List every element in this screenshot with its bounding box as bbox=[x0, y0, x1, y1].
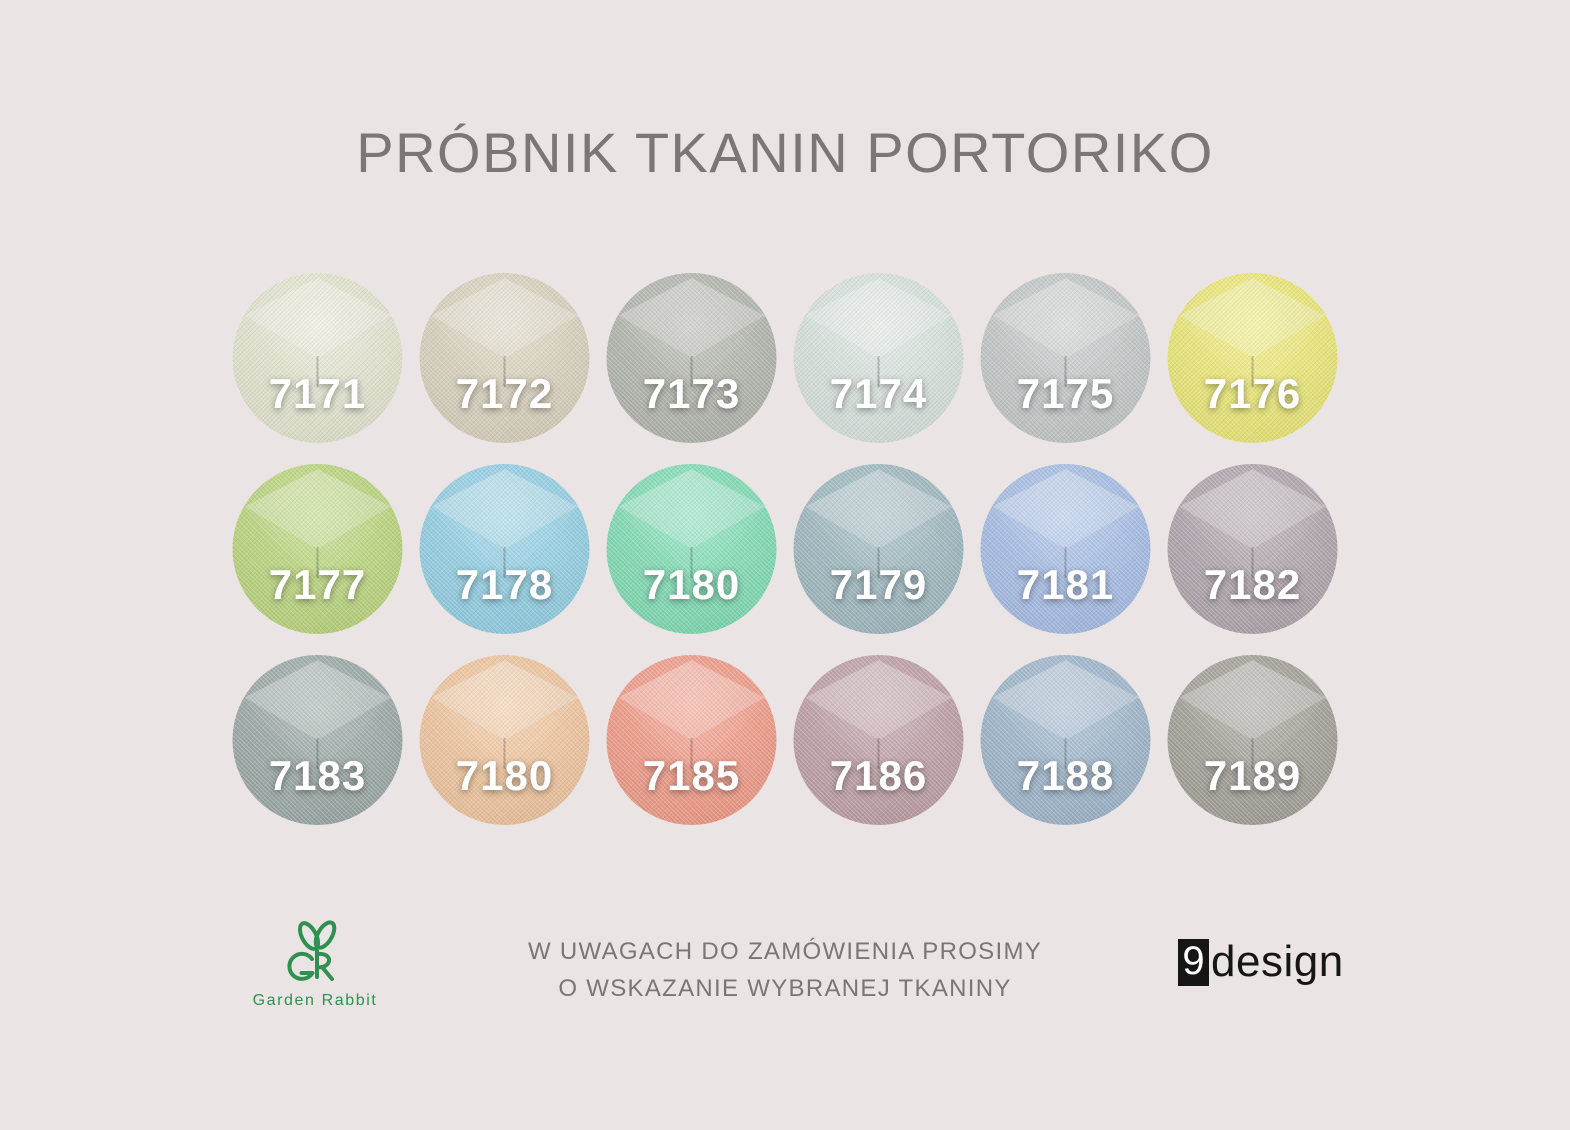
fabric-code: 7177 bbox=[268, 560, 367, 608]
fabric-weave-texture bbox=[1167, 464, 1338, 634]
fabric-code: 7173 bbox=[642, 369, 741, 417]
fabric-weave-texture bbox=[606, 273, 777, 443]
9design-wordmark: design bbox=[1211, 937, 1344, 986]
fabric-code: 7172 bbox=[455, 369, 554, 417]
fabric-swatch-7180: 7180 bbox=[419, 655, 590, 825]
fabric-weave-texture bbox=[232, 464, 403, 634]
fabric-swatch-7177: 7177 bbox=[232, 464, 403, 634]
fabric-code: 7175 bbox=[1016, 369, 1115, 417]
fabric-corner-seam bbox=[1064, 738, 1067, 769]
fabric-corner-seam bbox=[877, 356, 880, 387]
fabric-code: 7181 bbox=[1016, 560, 1115, 608]
fabric-code: 7182 bbox=[1203, 560, 1302, 608]
garden-rabbit-label: Garden Rabbit bbox=[252, 992, 378, 1009]
fabric-weave-texture bbox=[419, 655, 590, 825]
fabric-code: 7176 bbox=[1203, 369, 1302, 417]
order-note-line2: O WSKAZANIE WYBRANEJ TKANINY bbox=[558, 975, 1012, 1002]
fabric-swatch-7188: 7188 bbox=[980, 655, 1151, 825]
fabric-swatch-7172: 7172 bbox=[419, 273, 590, 443]
9design-logo: 9 design bbox=[1178, 937, 1344, 987]
fabric-corner-seam bbox=[1251, 738, 1254, 769]
fabric-swatch-7176: 7176 bbox=[1167, 273, 1338, 443]
fabric-weave-texture bbox=[232, 273, 403, 443]
fabric-corner-seam bbox=[503, 738, 506, 769]
fabric-corner-seam bbox=[1251, 547, 1254, 578]
fabric-corner-seam bbox=[316, 356, 319, 387]
fabric-code: 7185 bbox=[642, 751, 741, 799]
fabric-weave-texture bbox=[980, 273, 1151, 443]
garden-rabbit-logo: Garden Rabbit bbox=[231, 920, 399, 1010]
fabric-corner-seam bbox=[316, 547, 319, 578]
fabric-code: 7188 bbox=[1016, 751, 1115, 799]
fabric-swatch-7179: 7179 bbox=[793, 464, 964, 634]
fabric-corner-seam bbox=[690, 356, 693, 387]
fabric-weave-texture bbox=[980, 655, 1151, 825]
swatch-grid: 7171 7172 7173 7174 bbox=[232, 273, 1338, 825]
fabric-swatch-7182: 7182 bbox=[1167, 464, 1338, 634]
fabric-swatch-7178: 7178 bbox=[419, 464, 590, 634]
fabric-weave-texture bbox=[793, 273, 964, 443]
fabric-swatch-7189: 7189 bbox=[1167, 655, 1338, 825]
fabric-code: 7183 bbox=[268, 751, 367, 799]
page-title: PRÓBNIK TKANIN PORTORIKO bbox=[356, 121, 1214, 184]
order-note-line1: W UWAGACH DO ZAMÓWIENIA PROSIMY bbox=[527, 938, 1043, 965]
fabric-corner-seam bbox=[1064, 547, 1067, 578]
fabric-corner-seam bbox=[503, 356, 506, 387]
fabric-swatch-7183: 7183 bbox=[232, 655, 403, 825]
fabric-corner-seam bbox=[503, 547, 506, 578]
fabric-corner-seam bbox=[316, 738, 319, 769]
fabric-swatch-7181: 7181 bbox=[980, 464, 1151, 634]
fabric-swatch-7185: 7185 bbox=[606, 655, 777, 825]
garden-rabbit-monogram-icon bbox=[287, 920, 337, 981]
fabric-weave-texture bbox=[606, 655, 777, 825]
fabric-code: 7180 bbox=[642, 560, 741, 608]
fabric-corner-seam bbox=[877, 547, 880, 578]
order-note: W UWAGACH DO ZAMÓWIENIA PROSIMY O WSKAZA… bbox=[0, 933, 1570, 1007]
fabric-code: 7189 bbox=[1203, 751, 1302, 799]
fabric-code: 7178 bbox=[455, 560, 554, 608]
fabric-code: 7179 bbox=[829, 560, 928, 608]
fabric-swatch-7173: 7173 bbox=[606, 273, 777, 443]
fabric-swatch-7180: 7180 bbox=[606, 464, 777, 634]
fabric-weave-texture bbox=[419, 273, 590, 443]
fabric-weave-texture bbox=[793, 655, 964, 825]
fabric-corner-seam bbox=[1064, 356, 1067, 387]
9design-digit-box: 9 bbox=[1178, 938, 1209, 986]
fabric-corner-seam bbox=[690, 547, 693, 578]
fabric-weave-texture bbox=[1167, 655, 1338, 825]
fabric-weave-texture bbox=[980, 464, 1151, 634]
fabric-corner-seam bbox=[877, 738, 880, 769]
fabric-weave-texture bbox=[606, 464, 777, 634]
fabric-code: 7180 bbox=[455, 751, 554, 799]
fabric-swatch-7175: 7175 bbox=[980, 273, 1151, 443]
fabric-corner-seam bbox=[690, 738, 693, 769]
fabric-weave-texture bbox=[1167, 273, 1338, 443]
fabric-weave-texture bbox=[419, 464, 590, 634]
fabric-swatch-7174: 7174 bbox=[793, 273, 964, 443]
fabric-code: 7174 bbox=[829, 369, 928, 417]
fabric-weave-texture bbox=[232, 655, 403, 825]
fabric-weave-texture bbox=[793, 464, 964, 634]
fabric-swatch-7186: 7186 bbox=[793, 655, 964, 825]
fabric-code: 7171 bbox=[268, 369, 367, 417]
fabric-corner-seam bbox=[1251, 356, 1254, 387]
fabric-code: 7186 bbox=[829, 751, 928, 799]
fabric-swatch-7171: 7171 bbox=[232, 273, 403, 443]
